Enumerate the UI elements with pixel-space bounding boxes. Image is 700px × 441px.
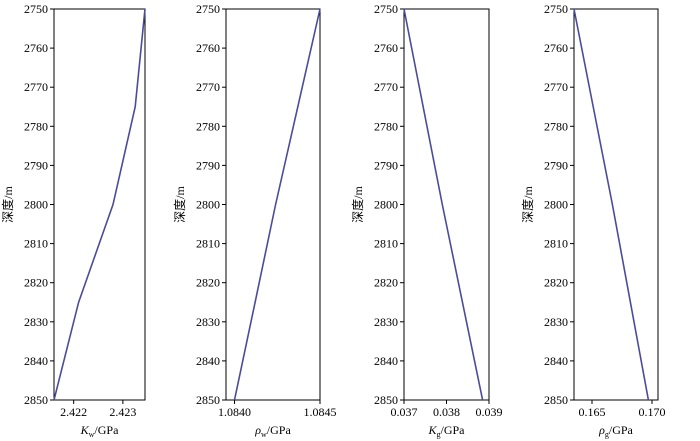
y-tick-label: 2770 (24, 80, 48, 94)
x-tick-label: 0.038 (433, 405, 460, 419)
series-line-1 (573, 8, 650, 401)
y-tick-label: 2790 (196, 158, 220, 172)
plot-frame (403, 8, 490, 401)
y-tick-label: 2800 (24, 198, 48, 212)
x-axis-label: Kg/GPa (427, 423, 465, 439)
y-tick-label: 2760 (374, 41, 398, 55)
x-axis-label: ρg/GPa (598, 423, 633, 439)
y-tick-label: 2840 (24, 354, 48, 368)
x-tick-label: 1.0845 (304, 405, 337, 419)
x-axis-subscript: g (437, 430, 441, 439)
x-tick-label: 0.170 (639, 405, 666, 419)
y-axis-label: 深度/m (0, 186, 15, 223)
y-tick-label: 2800 (374, 198, 398, 212)
y-tick-label: 2790 (24, 158, 48, 172)
plot-frame (53, 8, 146, 401)
x-axis-label: ρw/GPa (254, 423, 291, 439)
series-line-1 (53, 8, 146, 401)
series-line-1 (233, 8, 321, 401)
y-tick-label: 2790 (544, 158, 568, 172)
x-axis-subscript: w (261, 430, 267, 439)
y-tick-label: 2840 (374, 354, 398, 368)
y-tick-label: 2820 (374, 276, 398, 290)
x-axis-unit: /GPa (609, 423, 634, 437)
y-tick-label: 2750 (374, 2, 398, 16)
x-tick-label: 0.039 (476, 405, 503, 419)
x-axis-symbol: ρ (598, 423, 605, 437)
y-tick-label: 2840 (196, 354, 220, 368)
y-tick-label: 2810 (374, 237, 398, 251)
y-tick-label: 2800 (196, 198, 220, 212)
y-tick-label: 2780 (374, 119, 398, 133)
y-tick-label: 2820 (24, 276, 48, 290)
y-tick-label: 2790 (374, 158, 398, 172)
y-tick-label: 2750 (544, 2, 568, 16)
y-tick-label: 2850 (374, 393, 398, 407)
y-tick-label: 2760 (24, 41, 48, 55)
y-tick-label: 2780 (544, 119, 568, 133)
y-tick-label: 2810 (196, 237, 220, 251)
y-tick-label: 2830 (24, 315, 48, 329)
x-axis-subscript: g (605, 430, 609, 439)
series-line-1 (403, 8, 484, 401)
y-tick-label: 2850 (24, 393, 48, 407)
y-tick-label: 2830 (374, 315, 398, 329)
x-axis-symbol: K (427, 423, 437, 437)
x-tick-label: 2.422 (60, 405, 87, 419)
plot-frame (573, 8, 659, 401)
y-tick-label: 2780 (196, 119, 220, 133)
y-tick-label: 2830 (196, 315, 220, 329)
y-tick-label: 2810 (544, 237, 568, 251)
y-axis-label: 深度/m (350, 186, 365, 223)
y-tick-label: 2840 (544, 354, 568, 368)
y-tick-label: 2750 (196, 2, 220, 16)
y-tick-label: 2770 (374, 80, 398, 94)
x-axis-unit: /GPa (94, 423, 119, 437)
x-axis-label: Kw/GPa (80, 423, 119, 439)
x-axis-symbol: ρ (254, 423, 261, 437)
x-tick-label: 0.037 (391, 405, 418, 419)
y-axis-label: 深度/m (520, 186, 535, 223)
panel-2: 2750 2760 2770 2780 2790 2800 2810 2820 2830 2840… (172, 2, 337, 439)
y-axis-label: 深度/m (172, 186, 187, 223)
y-tick-label: 2830 (544, 315, 568, 329)
y-tick-label: 2780 (24, 119, 48, 133)
panel-1: 2750 2760 2770 2780 2790 2800 2810 2820 2830 2840… (0, 2, 146, 439)
panel-3: 2750 2760 2770 2780 2790 2800 2810 2820 2830 2840… (350, 2, 503, 439)
y-tick-label: 2760 (544, 41, 568, 55)
x-axis-subscript: w (89, 430, 95, 439)
y-tick-label: 2750 (24, 2, 48, 16)
y-tick-label: 2770 (196, 80, 220, 94)
y-tick-label: 2810 (24, 237, 48, 251)
y-tick-label: 2770 (544, 80, 568, 94)
y-tick-label: 2850 (196, 393, 220, 407)
x-axis-unit: /GPa (441, 423, 466, 437)
x-tick-label: 2.423 (109, 405, 136, 419)
x-axis-unit: /GPa (267, 423, 292, 437)
y-tick-label: 2820 (544, 276, 568, 290)
x-axis-symbol: K (80, 423, 90, 437)
panel-4: 2750 2760 2770 2780 2790 2800 2810 2820 2830 2840… (520, 2, 666, 439)
x-tick-label: 1.0840 (218, 405, 251, 419)
y-tick-label: 2850 (544, 393, 568, 407)
y-tick-label: 2820 (196, 276, 220, 290)
y-tick-label: 2800 (544, 198, 568, 212)
y-tick-label: 2760 (196, 41, 220, 55)
x-tick-label: 0.165 (579, 405, 606, 419)
